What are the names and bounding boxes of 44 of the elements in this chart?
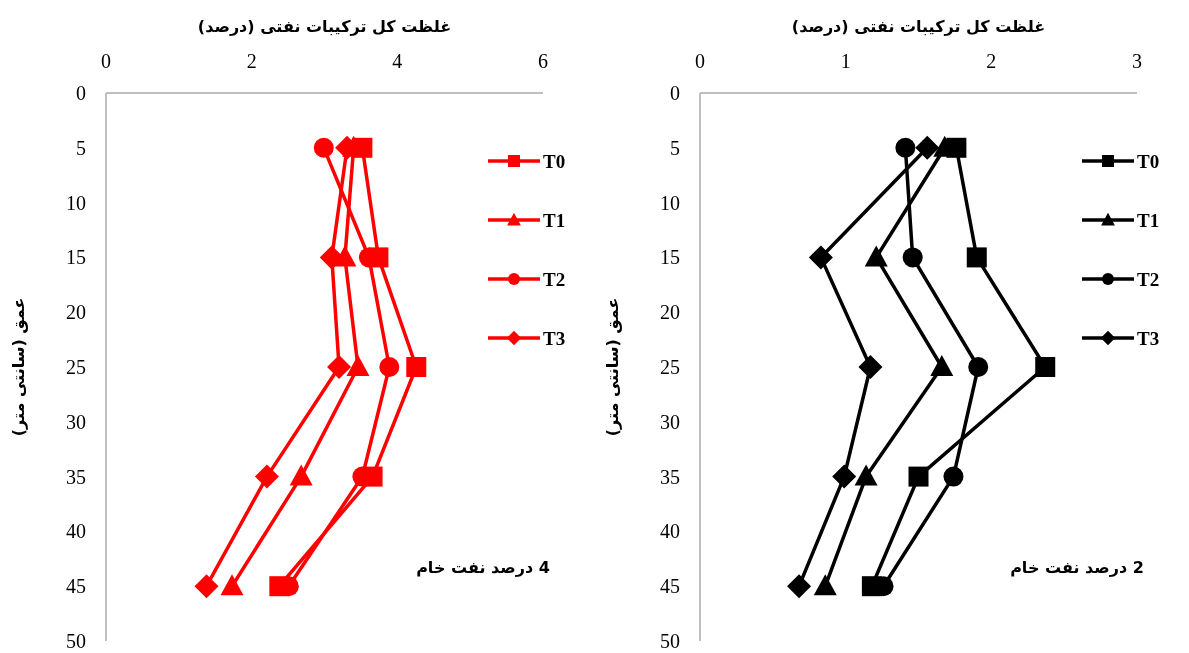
y-tick-label: 40	[660, 520, 680, 543]
y-tick-label: 45	[66, 575, 86, 598]
y-tick-label: 15	[66, 246, 86, 269]
legend-label: T0	[1137, 151, 1160, 172]
y-tick-label: 50	[660, 630, 680, 652]
y-tick-label: 45	[660, 575, 680, 598]
y-axis-title: عمق (سانتی متر)	[603, 297, 622, 437]
legend-label: T0	[543, 151, 566, 172]
y-tick-label: 10	[660, 191, 680, 214]
y-tick-label: 20	[660, 301, 680, 324]
annotation: 2 درصد نفت خام	[1010, 558, 1144, 577]
x-tick-label: 0	[695, 50, 705, 72]
x-tick-label: 0	[101, 50, 111, 72]
y-tick-label: 30	[66, 410, 86, 433]
x-tick-label: 2	[986, 50, 997, 72]
y-tick-label: 35	[66, 465, 86, 488]
x-tick-label: 4	[392, 50, 403, 72]
legend-label: T3	[543, 328, 566, 349]
annotation: 4 درصد نفت خام	[416, 558, 550, 577]
y-tick-label: 20	[66, 301, 86, 324]
legend-label: T1	[543, 210, 566, 231]
x-tick-label: 6	[538, 50, 548, 72]
y-tick-label: 15	[660, 246, 680, 269]
chart-title: غلظت کل ترکیبات نفتی (درصد)	[791, 17, 1046, 36]
y-tick-label: 35	[660, 465, 680, 488]
y-tick-label: 0	[670, 82, 680, 104]
y-tick-label: 10	[66, 191, 86, 214]
chart-title: غلظت کل ترکیبات نفتی (درصد)	[197, 17, 452, 36]
x-tick-label: 3	[1132, 50, 1142, 72]
x-tick-label: 1	[840, 50, 851, 72]
legend-label: T1	[1137, 210, 1160, 231]
legend-label: T2	[543, 269, 566, 290]
y-tick-label: 30	[660, 410, 680, 433]
legend-label: T3	[1137, 328, 1160, 349]
y-tick-label: 50	[66, 630, 86, 652]
y-axis-title: عمق (سانتی متر)	[9, 297, 28, 437]
y-tick-label: 5	[670, 136, 680, 159]
y-tick-label: 5	[76, 136, 86, 159]
legend-label: T2	[1137, 269, 1160, 290]
y-tick-label: 25	[660, 356, 680, 378]
x-tick-label: 2	[246, 50, 257, 72]
y-tick-label: 25	[66, 356, 86, 378]
y-tick-label: 40	[66, 520, 86, 543]
y-tick-label: 0	[76, 82, 86, 104]
